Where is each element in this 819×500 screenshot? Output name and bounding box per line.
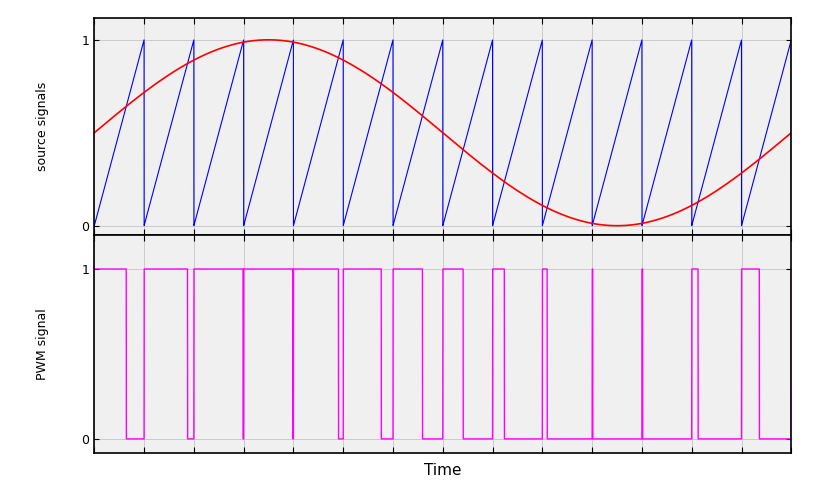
X-axis label: Time: Time — [423, 463, 461, 478]
Y-axis label: PWM signal: PWM signal — [36, 308, 49, 380]
Y-axis label: source signals: source signals — [36, 82, 49, 171]
